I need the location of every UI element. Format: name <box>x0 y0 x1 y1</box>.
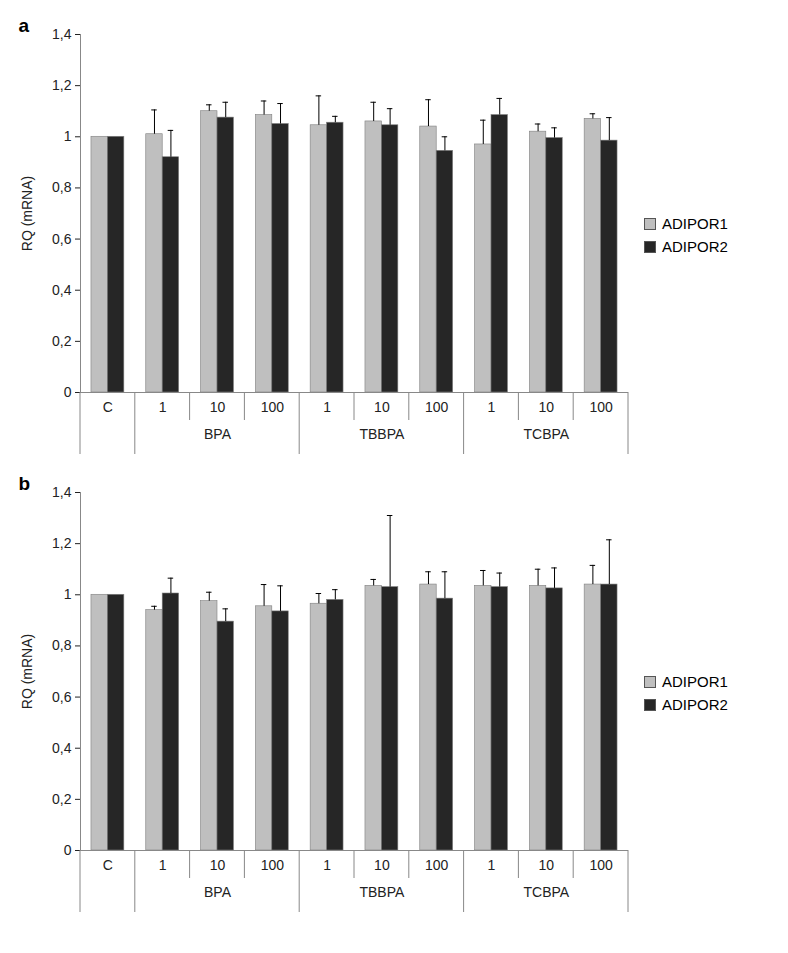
svg-text:10: 10 <box>210 399 226 415</box>
html-text:ADIPOR1: ADIPOR1 <box>662 673 728 690</box>
svg-text:0,2: 0,2 <box>52 791 72 807</box>
svg-text:TBBPA: TBBPA <box>359 884 405 900</box>
svg-text:1: 1 <box>159 399 167 415</box>
svg-text:1: 1 <box>159 857 167 873</box>
svg-text:b: b <box>19 473 31 494</box>
svg-text:0,4: 0,4 <box>52 740 72 756</box>
svg-text:0,2: 0,2 <box>52 333 72 349</box>
svg-text:RQ (mRNA): RQ (mRNA) <box>19 634 35 709</box>
svg-text:100: 100 <box>589 857 613 873</box>
svg-text:0: 0 <box>64 842 72 858</box>
svg-text:0,4: 0,4 <box>52 282 72 298</box>
svg-text:0,8: 0,8 <box>52 179 72 195</box>
svg-text:10: 10 <box>539 399 555 415</box>
svg-text:RQ (mRNA): RQ (mRNA) <box>19 176 35 251</box>
html-text:ADIPOR1: ADIPOR1 <box>662 215 728 232</box>
svg-text:TCBPA: TCBPA <box>523 426 569 442</box>
svg-text:0,6: 0,6 <box>52 689 72 705</box>
svg-text:10: 10 <box>374 857 390 873</box>
svg-text:1,4: 1,4 <box>52 26 72 42</box>
svg-text:C: C <box>103 399 113 415</box>
html-text:ADIPOR2: ADIPOR2 <box>662 696 728 713</box>
svg-text:10: 10 <box>210 857 226 873</box>
svg-text:1: 1 <box>64 128 72 144</box>
svg-text:100: 100 <box>261 399 285 415</box>
svg-text:100: 100 <box>589 399 613 415</box>
svg-text:100: 100 <box>425 399 449 415</box>
svg-text:BPA: BPA <box>204 426 232 442</box>
svg-text:TCBPA: TCBPA <box>523 884 569 900</box>
svg-text:1,2: 1,2 <box>52 77 72 93</box>
svg-text:1: 1 <box>488 399 496 415</box>
svg-text:1,4: 1,4 <box>52 484 72 500</box>
svg-text:100: 100 <box>425 857 449 873</box>
svg-text:1: 1 <box>64 586 72 602</box>
svg-text:BPA: BPA <box>204 884 232 900</box>
svg-text:C: C <box>103 857 113 873</box>
svg-text:1: 1 <box>323 399 331 415</box>
svg-text:1: 1 <box>488 857 496 873</box>
svg-text:a: a <box>19 15 30 36</box>
svg-text:0,6: 0,6 <box>52 231 72 247</box>
svg-text:10: 10 <box>539 857 555 873</box>
svg-text:0: 0 <box>64 384 72 400</box>
svg-text:1: 1 <box>323 857 331 873</box>
svg-text:10: 10 <box>374 399 390 415</box>
svg-text:100: 100 <box>261 857 285 873</box>
svg-text:TBBPA: TBBPA <box>359 426 405 442</box>
html-text:ADIPOR2: ADIPOR2 <box>662 238 728 255</box>
svg-text:1,2: 1,2 <box>52 535 72 551</box>
svg-text:0,8: 0,8 <box>52 637 72 653</box>
